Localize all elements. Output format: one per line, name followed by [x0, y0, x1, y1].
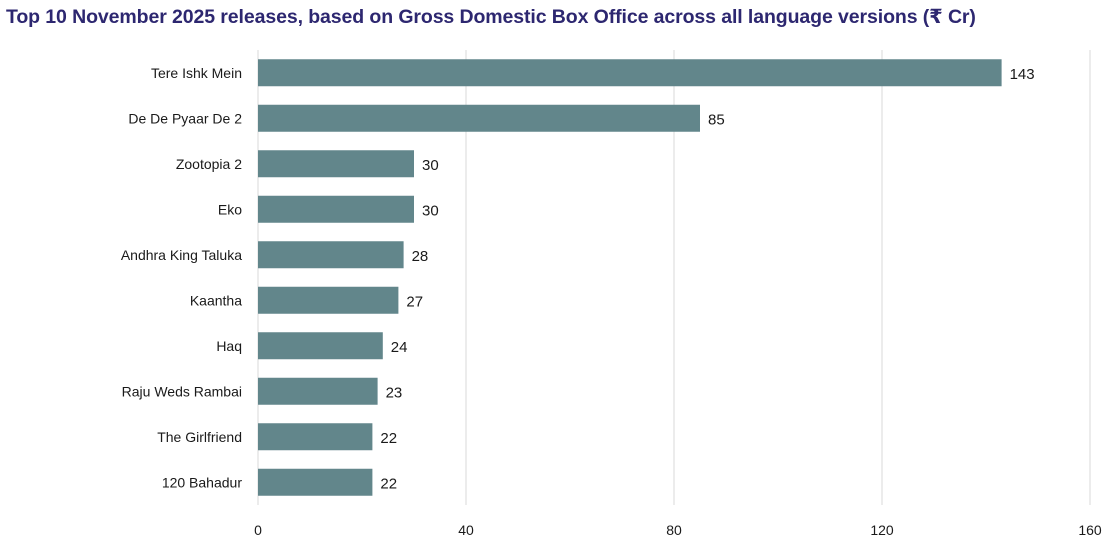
chart-title: Top 10 November 2025 releases, based on …: [6, 6, 976, 28]
x-tick-label: 160: [1078, 522, 1102, 538]
value-label: 28: [412, 248, 429, 265]
bar: [258, 195, 414, 223]
value-label: 23: [386, 384, 403, 401]
bar: [258, 377, 378, 405]
value-label: 85: [708, 111, 725, 128]
bar: [258, 332, 383, 360]
category-label: Eko: [218, 201, 242, 217]
category-label: Kaantha: [190, 292, 242, 308]
bars: [258, 59, 1002, 496]
x-tick-label: 40: [458, 522, 474, 538]
category-label: Haq: [216, 338, 242, 354]
value-label: 22: [380, 475, 397, 492]
bar: [258, 150, 414, 178]
bar: [258, 104, 700, 132]
bar: [258, 59, 1002, 87]
value-label: 22: [380, 430, 397, 447]
category-label: Raju Weds Rambai: [122, 383, 242, 399]
category-label: The Girlfriend: [157, 429, 242, 445]
category-label: Zootopia 2: [176, 156, 242, 172]
category-label: De De Pyaar De 2: [128, 110, 242, 126]
category-label: Andhra King Taluka: [121, 247, 242, 263]
value-label: 143: [1010, 66, 1035, 83]
category-label: Tere Ishk Mein: [151, 65, 242, 81]
x-tick-label: 0: [254, 522, 262, 538]
x-axis-ticks: 0 40 80 120 160: [254, 522, 1102, 538]
value-label: 30: [422, 157, 439, 174]
x-tick-label: 80: [666, 522, 682, 538]
bar: [258, 286, 399, 314]
bar: [258, 241, 404, 269]
x-tick-label: 120: [870, 522, 894, 538]
bar: [258, 468, 373, 496]
value-label: 30: [422, 202, 439, 219]
value-label: 27: [406, 293, 423, 310]
labels: Tere Ishk Mein 143 De De Pyaar De 2 85 Zooto…: [121, 65, 1035, 493]
category-label: 120 Bahadur: [162, 474, 243, 490]
bar: [258, 423, 373, 451]
value-label: 24: [391, 339, 408, 356]
